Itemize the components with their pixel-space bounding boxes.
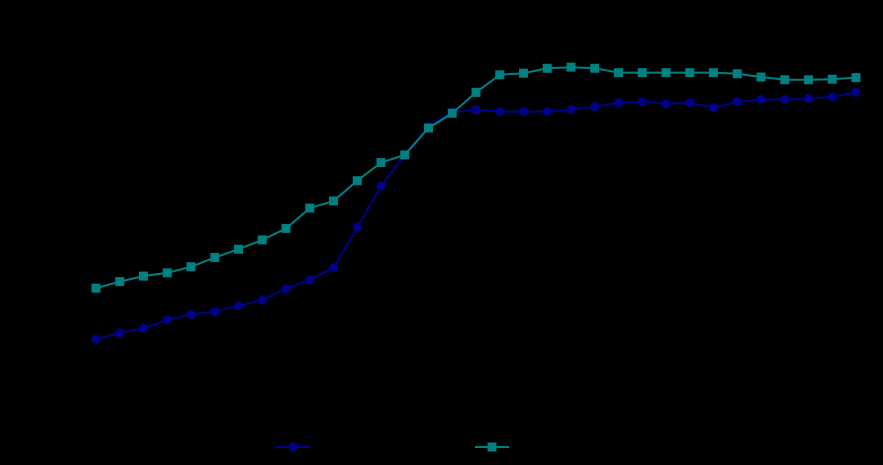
series-1-point: [257, 295, 267, 305]
series-1-point: [685, 98, 695, 108]
series-2-point: [471, 87, 481, 97]
series-1-point: [139, 323, 148, 333]
series-2-point: [139, 271, 148, 281]
series-1-point: [305, 275, 315, 285]
series-1-point: [234, 301, 243, 311]
series-2-point: [637, 68, 647, 78]
series-1-point: [519, 107, 528, 117]
legend-marker: [288, 442, 298, 452]
series-1-point: [827, 92, 837, 102]
series-2-point: [804, 75, 813, 85]
series-2-point: [542, 63, 552, 73]
series-2-point: [305, 203, 315, 213]
series-2-point: [115, 277, 125, 287]
legend-marker: [487, 442, 497, 452]
series-1-point: [732, 97, 742, 107]
series-2-point: [352, 176, 362, 186]
series-1-point: [91, 334, 101, 344]
series-1-point: [376, 181, 386, 191]
series-1-point: [186, 309, 196, 319]
series-2-point: [234, 244, 243, 254]
series-1-point: [566, 104, 576, 114]
series-2-point: [447, 108, 457, 118]
series-1-point: [471, 105, 481, 115]
series-2-point: [851, 73, 861, 83]
series-2-point: [590, 63, 600, 73]
series-2-point: [495, 70, 505, 80]
series-1-point: [162, 315, 172, 325]
series-1-point: [542, 107, 552, 117]
series-1-point: [614, 98, 623, 108]
series-1-point: [495, 107, 505, 117]
series-1-point: [115, 328, 125, 338]
series-2-point: [186, 262, 196, 272]
series-1-point: [851, 87, 861, 97]
series-2-point: [732, 69, 742, 79]
series-layer: [91, 62, 861, 344]
series-1-point: [210, 307, 220, 317]
series-2-point: [519, 68, 528, 78]
series-2: [91, 62, 861, 293]
series-2-point: [210, 252, 220, 262]
series-1-point: [352, 222, 362, 232]
series-2-point: [400, 150, 410, 160]
series-2-point: [162, 268, 172, 278]
series-2-point: [257, 235, 267, 245]
series-1-point: [756, 95, 766, 105]
series-2-point: [424, 123, 433, 133]
series-2-point: [376, 158, 386, 168]
legend: [276, 442, 509, 452]
series-2-point: [661, 68, 671, 78]
series-2-point: [685, 68, 695, 78]
series-1-point: [780, 95, 790, 105]
series-1-point: [281, 284, 291, 294]
series-2-point: [614, 68, 623, 78]
legend-entry-2: [475, 442, 509, 452]
series-1-point: [661, 99, 671, 109]
series-1-point: [590, 102, 600, 112]
series-2-point: [281, 223, 291, 233]
series-1-point: [804, 93, 813, 103]
series-2-point: [91, 283, 101, 293]
series-2-point: [827, 74, 837, 84]
series-1-point: [329, 263, 338, 273]
series-1-point: [637, 97, 647, 107]
series-2-point: [780, 75, 790, 85]
series-2-point: [756, 72, 766, 82]
series-2-point: [329, 196, 338, 206]
series-2-point: [709, 68, 718, 78]
series-1-point: [709, 103, 718, 113]
series-2-point: [566, 62, 576, 72]
legend-entry-1: [276, 442, 310, 452]
